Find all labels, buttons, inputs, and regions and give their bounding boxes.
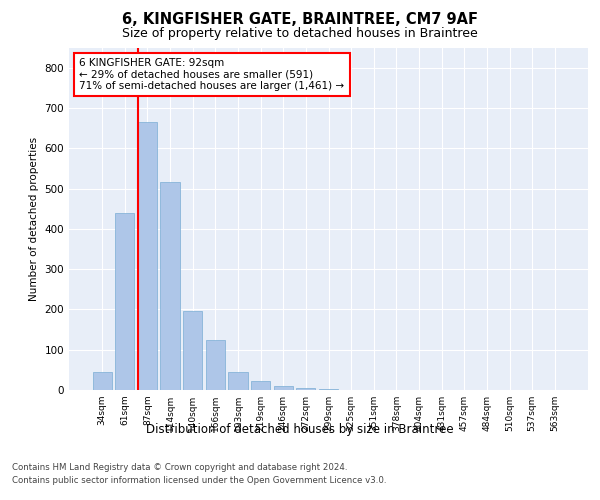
Bar	[160, 182, 180, 390]
Bar	[92, 372, 112, 390]
Bar	[206, 340, 225, 390]
Text: Contains public sector information licensed under the Open Government Licence v3: Contains public sector information licen…	[12, 476, 386, 485]
Text: 6, KINGFISHER GATE, BRAINTREE, CM7 9AF: 6, KINGFISHER GATE, BRAINTREE, CM7 9AF	[122, 12, 478, 28]
Bar	[274, 386, 293, 390]
Text: Contains HM Land Registry data © Crown copyright and database right 2024.: Contains HM Land Registry data © Crown c…	[12, 462, 347, 471]
Bar	[319, 389, 338, 390]
Bar	[296, 388, 316, 390]
Bar	[138, 122, 157, 390]
Y-axis label: Number of detached properties: Number of detached properties	[29, 136, 39, 301]
Text: Distribution of detached houses by size in Braintree: Distribution of detached houses by size …	[146, 422, 454, 436]
Bar	[251, 381, 270, 390]
Bar	[183, 312, 202, 390]
Bar	[229, 372, 248, 390]
Bar	[115, 212, 134, 390]
Text: Size of property relative to detached houses in Braintree: Size of property relative to detached ho…	[122, 28, 478, 40]
Text: 6 KINGFISHER GATE: 92sqm
← 29% of detached houses are smaller (591)
71% of semi-: 6 KINGFISHER GATE: 92sqm ← 29% of detach…	[79, 58, 344, 91]
